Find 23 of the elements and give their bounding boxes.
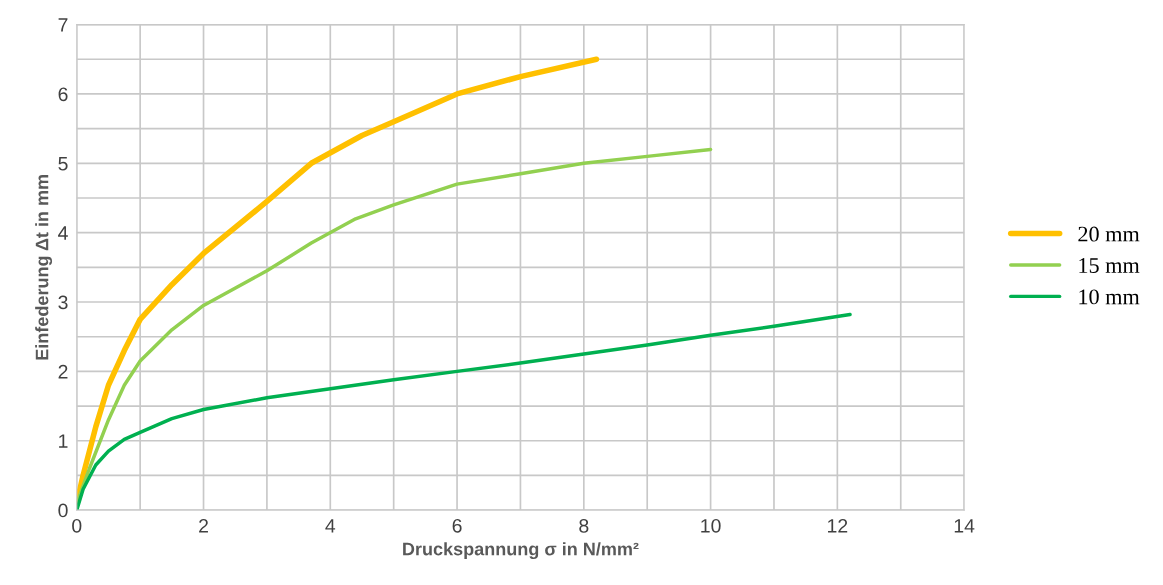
y-axis-title: Einfederung Δt in mm <box>35 175 53 360</box>
y-tick-label: 4 <box>58 226 68 240</box>
line-series <box>76 312 852 511</box>
x-tick-label: 8 <box>579 518 589 533</box>
y-tick-label: 1 <box>59 434 68 448</box>
y-tick-label: 2 <box>58 364 68 379</box>
legend-label: 20 mm <box>1078 226 1140 242</box>
x-tick-label: 6 <box>452 518 462 533</box>
x-tick-label: 4 <box>325 519 336 533</box>
y-tick-label: 7 <box>58 18 68 32</box>
y-tick-label: 3 <box>58 295 68 310</box>
y-tick-label: 6 <box>58 87 68 102</box>
x-tick-label: 14 <box>954 519 975 533</box>
y-tick-label: 5 <box>58 156 68 171</box>
x-axis-title: Druckspannung σ in N/mm² <box>403 542 639 560</box>
x-tick-label: 2 <box>199 518 208 533</box>
x-tick-label: 10 <box>701 518 721 533</box>
x-tick-label: 12 <box>828 518 848 533</box>
line-series <box>76 147 713 505</box>
y-tick-label: 0 <box>58 503 68 518</box>
x-tick-label: 0 <box>72 518 82 533</box>
legend-label: 10 mm <box>1079 289 1140 305</box>
legend-label: 15 mm <box>1079 258 1140 273</box>
